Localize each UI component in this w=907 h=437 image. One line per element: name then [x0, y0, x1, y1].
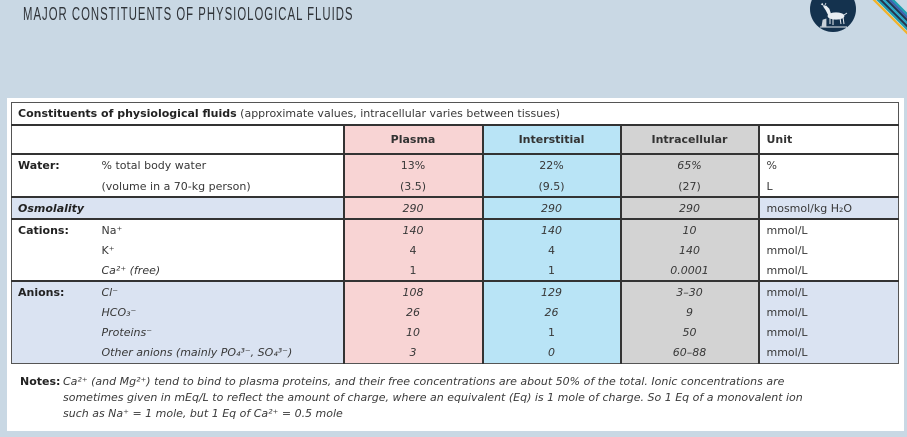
- intracellular-value: 60–88: [619, 342, 759, 364]
- table-header-row: Plasma Interstitial Intracellular Unit: [12, 125, 899, 154]
- plasma-value: 290: [342, 196, 483, 219]
- unit-value: mmol/L: [757, 240, 899, 260]
- table-row: Other anions (mainly PO₄³⁻, SO₄³⁻) 3 0 6…: [11, 342, 899, 364]
- row-label: HCO₃⁻: [95, 302, 344, 322]
- block-label-empty: [11, 322, 96, 342]
- intracellular-value: 65%: [619, 153, 759, 176]
- header-interstitial: Interstitial: [481, 125, 621, 154]
- unit-value: L: [757, 176, 899, 197]
- row-label: Cl⁻: [95, 280, 344, 302]
- plasma-value: 3: [342, 342, 483, 364]
- interstitial-value: 140: [481, 218, 621, 240]
- notes-section: Notes: Ca²⁺ (and Mg²⁺) tend to bind to p…: [20, 374, 896, 422]
- unit-value: mmol/L: [757, 302, 899, 322]
- slide-title: MAJOR CONSTITUENTS OF PHYSIOLOGICAL FLUI…: [23, 4, 354, 24]
- intracellular-value: 9: [619, 302, 759, 322]
- block-label-osmolality: Osmolality: [11, 196, 344, 219]
- unit-value: %: [757, 153, 899, 176]
- content-panel: Constituents of physiological fluids (ap…: [7, 98, 904, 431]
- plasma-value: 13%: [342, 153, 483, 176]
- plasma-value: 140: [342, 218, 483, 240]
- row-label: Ca²⁺ (free): [101, 263, 161, 277]
- block-label-empty: [11, 302, 96, 322]
- plasma-value: (3.5): [342, 176, 483, 197]
- header-intracellular: Intracellular: [619, 125, 759, 154]
- block-label-empty: [11, 342, 96, 364]
- block-label-water: Water:: [11, 153, 96, 176]
- interstitial-value: 22%: [481, 153, 621, 176]
- block-label-cations: Cations:: [11, 218, 96, 240]
- interstitial-value: 129: [481, 280, 621, 302]
- intracellular-value: 50: [619, 322, 759, 342]
- row-label: Proteins⁻: [95, 322, 344, 342]
- plasma-value: 26: [342, 302, 483, 322]
- table-caption-bold: Constituents of physiological fluids: [18, 107, 237, 120]
- intracellular-value: 140: [619, 240, 759, 260]
- row-label: K⁺: [101, 243, 115, 257]
- notes-line: Ca²⁺ (and Mg²⁺) tend to bind to plasma p…: [63, 375, 785, 388]
- table-row: Osmolality 290 290 290 mosmol/kg H₂O: [11, 196, 899, 219]
- plasma-value: 1: [342, 260, 483, 281]
- notes-line: such as Na⁺ = 1 mole, but 1 Eq of Ca²⁺ =…: [63, 407, 343, 420]
- plasma-value: 108: [342, 280, 483, 302]
- unit-value: mmol/L: [757, 322, 899, 342]
- interstitial-value: 1: [481, 260, 621, 281]
- table-caption-rest: (approximate values, intracellular varie…: [236, 107, 561, 120]
- interstitial-value: 1: [481, 322, 621, 342]
- row-label: % total body water: [95, 153, 344, 176]
- row-label: Na⁺: [95, 218, 344, 240]
- table-row: Anions: Cl⁻ 108 129 3–30 mmol/L: [11, 280, 899, 302]
- table-caption: Constituents of physiological fluids (ap…: [11, 102, 899, 126]
- interstitial-value: (9.5): [481, 176, 621, 197]
- unit-value: mmol/L: [757, 280, 899, 302]
- notes-label: Notes:: [20, 375, 61, 388]
- table-row: Proteins⁻ 10 1 50 mmol/L: [11, 322, 899, 342]
- plasma-value: 10: [342, 322, 483, 342]
- row-label: Other anions (mainly PO₄³⁻, SO₄³⁻): [95, 342, 344, 364]
- block-label-empty: [12, 260, 96, 281]
- table-row: Cations: Na⁺ 140 140 10 mmol/L: [11, 218, 899, 240]
- block-label-empty: [12, 176, 96, 197]
- table-row: Water: % total body water 13% 22% 65% %: [11, 153, 899, 176]
- block-label-empty: [12, 240, 96, 260]
- table-row: K⁺ 4 4 140 mmol/L: [12, 240, 899, 260]
- intracellular-value: 10: [619, 218, 759, 240]
- unit-value: mmol/L: [757, 342, 899, 364]
- constituents-table: Constituents of physiological fluids (ap…: [11, 102, 900, 364]
- table-row: Ca²⁺ (free) 1 1 0.0001 mmol/L: [12, 260, 899, 281]
- intracellular-value: 290: [619, 196, 759, 219]
- header-unit: Unit: [757, 125, 899, 154]
- interstitial-value: 0: [481, 342, 621, 364]
- intracellular-value: 0.0001: [619, 260, 759, 281]
- unit-value: mmol/L: [757, 260, 899, 281]
- block-label-anions: Anions:: [11, 280, 96, 302]
- unit-value: mmol/L: [757, 218, 899, 240]
- table-caption-row: Constituents of physiological fluids (ap…: [11, 102, 899, 126]
- table-row: HCO₃⁻ 26 26 9 mmol/L: [11, 302, 899, 322]
- table-row: (volume in a 70-kg person) (3.5) (9.5) (…: [12, 176, 899, 197]
- notes-line: sometimes given in mEq/L to reflect the …: [63, 391, 803, 404]
- header-label: [12, 125, 344, 154]
- header-plasma: Plasma: [342, 125, 483, 154]
- intracellular-value: (27): [619, 176, 759, 197]
- stag-crest-icon: [810, 0, 856, 32]
- row-label: (volume in a 70-kg person): [101, 179, 251, 193]
- intracellular-value: 3–30: [619, 280, 759, 302]
- interstitial-value: 4: [481, 240, 621, 260]
- interstitial-value: 290: [481, 196, 621, 219]
- plasma-value: 4: [342, 240, 483, 260]
- notes-text: Ca²⁺ (and Mg²⁺) tend to bind to plasma p…: [63, 374, 803, 422]
- interstitial-value: 26: [481, 302, 621, 322]
- unit-value: mosmol/kg H₂O: [757, 196, 899, 219]
- diagonal-stripes-decoration: [872, 0, 907, 35]
